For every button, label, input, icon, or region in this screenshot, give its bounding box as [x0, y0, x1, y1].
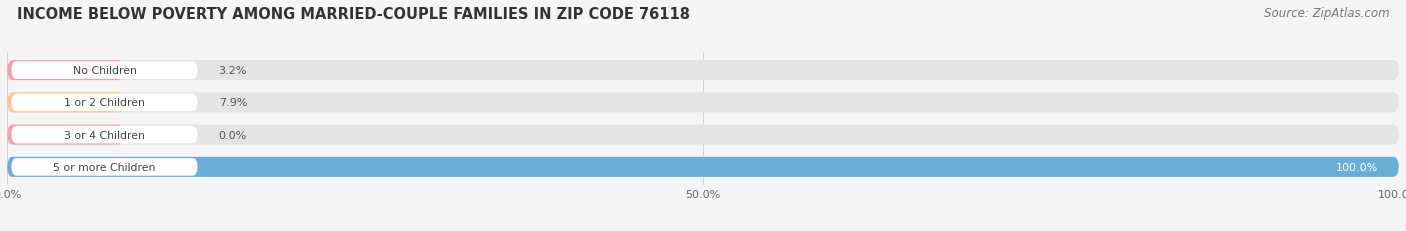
Text: 7.9%: 7.9%	[218, 98, 247, 108]
FancyBboxPatch shape	[7, 61, 124, 81]
FancyBboxPatch shape	[7, 157, 1399, 177]
Text: 3.2%: 3.2%	[218, 66, 247, 76]
FancyBboxPatch shape	[11, 62, 198, 79]
Text: Source: ZipAtlas.com: Source: ZipAtlas.com	[1264, 7, 1389, 20]
Text: 3 or 4 Children: 3 or 4 Children	[65, 130, 145, 140]
FancyBboxPatch shape	[7, 61, 1399, 81]
FancyBboxPatch shape	[11, 158, 198, 176]
Text: INCOME BELOW POVERTY AMONG MARRIED-COUPLE FAMILIES IN ZIP CODE 76118: INCOME BELOW POVERTY AMONG MARRIED-COUPL…	[17, 7, 690, 22]
FancyBboxPatch shape	[7, 125, 1399, 145]
FancyBboxPatch shape	[7, 125, 124, 145]
Text: 0.0%: 0.0%	[218, 130, 247, 140]
FancyBboxPatch shape	[7, 93, 124, 113]
FancyBboxPatch shape	[11, 126, 198, 144]
FancyBboxPatch shape	[7, 93, 1399, 113]
FancyBboxPatch shape	[11, 94, 198, 112]
Text: 100.0%: 100.0%	[1336, 162, 1378, 172]
Text: 5 or more Children: 5 or more Children	[53, 162, 156, 172]
Text: No Children: No Children	[73, 66, 136, 76]
FancyBboxPatch shape	[7, 157, 1399, 177]
Text: 1 or 2 Children: 1 or 2 Children	[65, 98, 145, 108]
